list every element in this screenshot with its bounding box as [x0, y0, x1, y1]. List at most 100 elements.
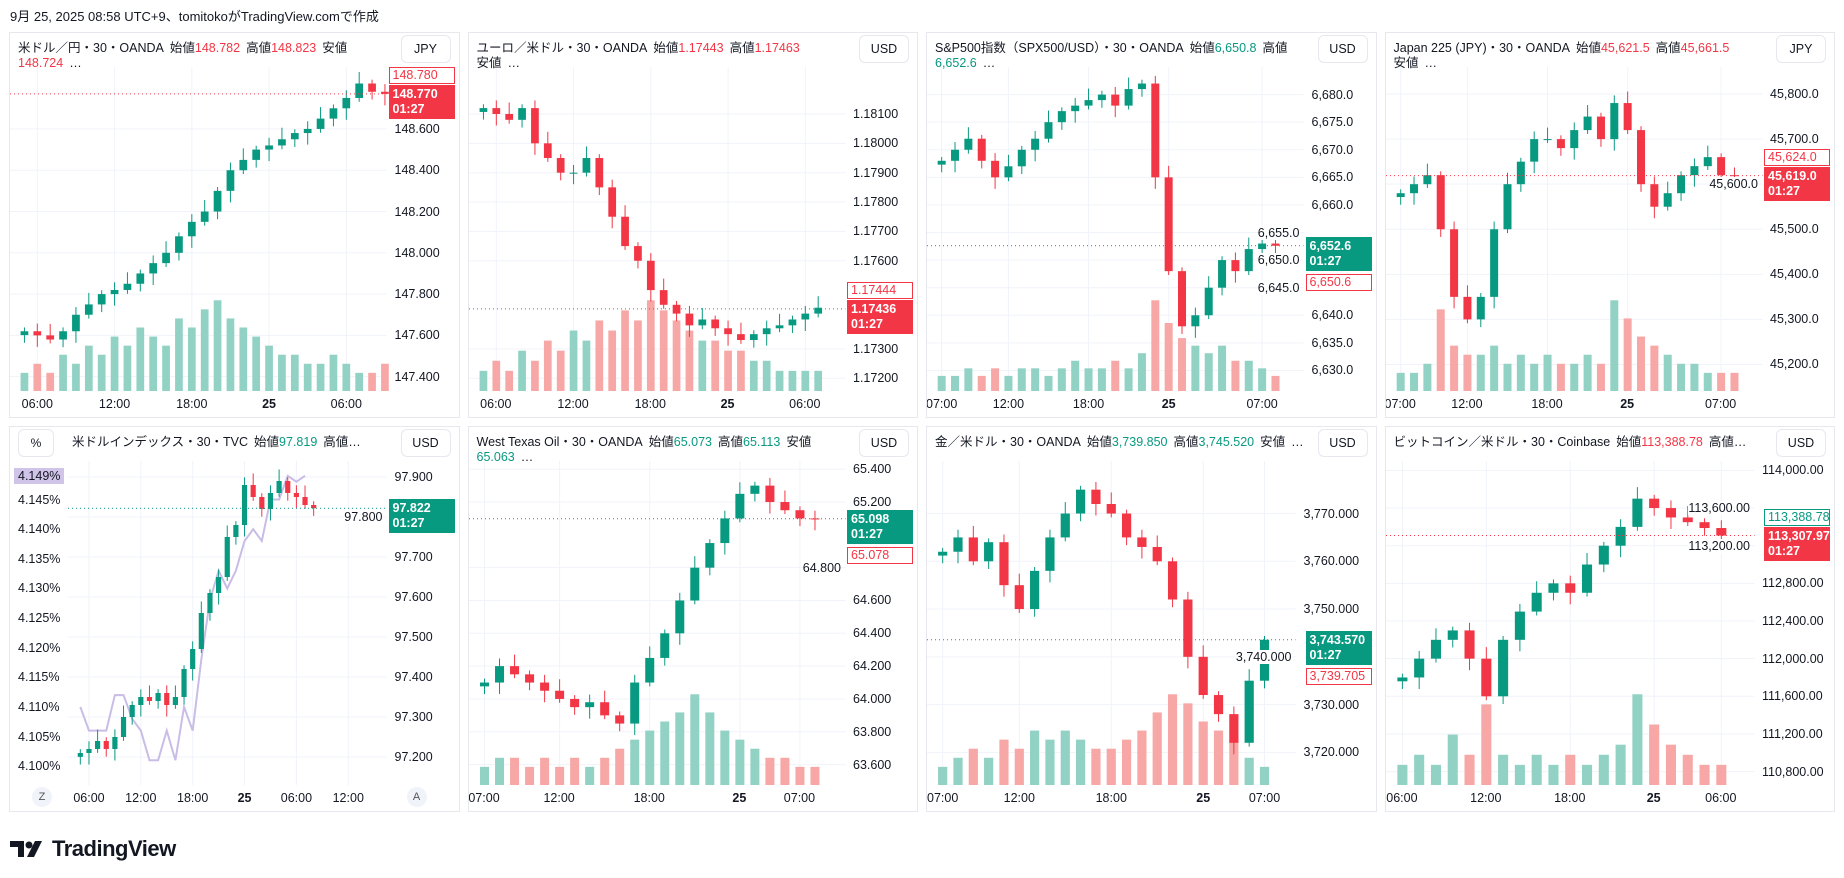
candle [556, 158, 565, 173]
chart-panel[interactable]: 金／米ドル・30・OANDA 始値3,739.850 高値3,745.520 安値 … U… [926, 426, 1377, 812]
x-tick-label: 07:00 [926, 397, 958, 411]
candle [672, 304, 680, 314]
candle [1715, 528, 1726, 536]
volume-bar [1396, 764, 1407, 785]
y-tick-label: 97.200 [394, 750, 433, 764]
candle [1529, 139, 1538, 162]
symbol-legend[interactable]: Japan 225 (JPY)・30・OANDA 始値45,621.5 高値45,6… [1394, 41, 1767, 71]
y-tick-label: 114,000.00 [1762, 463, 1824, 478]
volume-bar [633, 320, 642, 391]
last-price: 65.098 [851, 511, 890, 526]
price-chart[interactable] [1385, 427, 1836, 812]
symbol-legend[interactable]: 米ドル／円・30・OANDA 始値148.782 高値148.823 安値 148.72… [18, 41, 391, 71]
symbol-title: 金／米ドル・30・OANDA [935, 435, 1081, 449]
currency-button[interactable]: USD [859, 35, 909, 63]
y-tick-label: 6,630.0 [1311, 363, 1354, 378]
price-chart[interactable] [468, 427, 919, 812]
candle [1031, 138, 1040, 150]
volume-bar [968, 748, 978, 785]
currency-button[interactable]: USD [1317, 429, 1368, 457]
candle [1436, 175, 1445, 230]
volume-bar [1124, 368, 1133, 391]
axis-button-z[interactable]: Z [32, 787, 52, 807]
chart-panel[interactable]: 米ドルインデックス・30・TVC 始値97.819 高値… USD% 97.900 97.… [9, 426, 460, 812]
chart-panel[interactable]: ビットコイン／米ドル・30・Coinbase 始値113,388.78 高値… USD… [1384, 426, 1836, 812]
candle [175, 236, 183, 253]
candle [155, 693, 161, 701]
candle [303, 128, 312, 134]
y-tick-label: 6,640.0 [1311, 308, 1354, 323]
volume-bar [1213, 730, 1224, 785]
candle [1106, 503, 1116, 514]
x-tick-label: 18:00 [634, 397, 666, 411]
y-tick-label: 147.600 [394, 328, 440, 343]
high-value: 65.113 [743, 435, 781, 449]
legend-ellipsis: … [507, 56, 521, 70]
volume-bar [1497, 754, 1508, 785]
volume-bar [984, 757, 994, 785]
candle [213, 190, 222, 212]
chart-panel[interactable]: West Texas Oil・30・OANDA 始値65.073 高値65.113 安… [467, 426, 919, 812]
price-chart[interactable] [10, 427, 460, 812]
left-y-tick-label: 4.120% [18, 640, 61, 655]
symbol-legend[interactable]: S&P500指数（SPX500/USD）・30・OANDA 始値6,650.8 高値… [935, 41, 1308, 71]
currency-button[interactable]: USD [1776, 429, 1826, 457]
y-tick-label: 112,800.00 [1762, 576, 1824, 591]
symbol-legend[interactable]: ユーロ／米ドル・30・OANDA 始値1.17443 高値1.17463安値… [477, 41, 850, 71]
open-label: 始値 [1575, 41, 1601, 55]
candle [794, 510, 804, 519]
axis-button-a[interactable]: A [406, 787, 427, 807]
currency-button[interactable]: JPY [1776, 35, 1826, 63]
volume-bar [1004, 375, 1013, 391]
symbol-legend[interactable]: ビットコイン／米ドル・30・Coinbase 始値113,388.78 高値… [1394, 435, 1767, 450]
volume-bar [1111, 360, 1120, 391]
chart-panel[interactable]: 米ドル／円・30・OANDA 始値148.782 高値148.823 安値 148.72… [9, 32, 460, 418]
chart-panel[interactable]: Japan 225 (JPY)・30・OANDA 始値45,621.5 高値45,6… [1384, 32, 1836, 418]
candle [33, 331, 42, 336]
volume-bar [1218, 345, 1227, 391]
volume-bar [736, 350, 745, 391]
volume-bar [1106, 748, 1116, 785]
candle [110, 289, 119, 295]
volume-bar [524, 766, 534, 785]
candle [1497, 639, 1508, 697]
chart-panel[interactable]: S&P500指数（SPX500/USD）・30・OANDA 始値6,650.8 高値… [926, 32, 1377, 418]
percent-scale-button[interactable]: % [18, 429, 54, 457]
price-chart[interactable] [468, 33, 919, 418]
y-tick-label: 148.400 [394, 163, 440, 178]
legend-ellipsis: … [69, 56, 82, 70]
symbol-legend[interactable]: 金／米ドル・30・OANDA 始値3,739.850 高値3,745.520 安値… [935, 435, 1308, 450]
currency-button[interactable]: USD [400, 429, 451, 457]
price-chart[interactable] [1385, 33, 1836, 418]
y-tick-label: 97.700 [394, 550, 433, 564]
x-tick-label: 25 [1646, 791, 1661, 805]
prev-close-tag: 3,739.705 [1305, 667, 1372, 685]
symbol-legend[interactable]: 米ドルインデックス・30・TVC 始値97.819 高値… [72, 435, 391, 450]
volume-bar [704, 712, 714, 785]
x-tick-label: 18:00 [633, 791, 665, 805]
volume-bar [556, 350, 565, 391]
x-tick-label: 06:00 [73, 791, 105, 805]
candle [1531, 592, 1542, 612]
candle [146, 697, 153, 701]
candle [697, 319, 706, 326]
price-chart[interactable] [927, 427, 1377, 812]
volume-bar [1564, 754, 1575, 785]
volume-bar [1167, 694, 1178, 785]
x-tick-label: 25 [1620, 397, 1635, 411]
symbol-legend[interactable]: West Texas Oil・30・OANDA 始値65.073 高値65.113 安… [477, 435, 850, 465]
currency-button[interactable]: USD [859, 429, 909, 457]
y-tick-label: 3,750.000 [1303, 602, 1360, 617]
y-tick-label: 6,680.0 [1311, 87, 1354, 102]
price-chart[interactable] [10, 33, 460, 418]
y-tick-label: 1.17600 [853, 253, 899, 268]
currency-button[interactable]: USD [1317, 35, 1368, 63]
volume-bar [110, 336, 119, 391]
chart-panel[interactable]: ユーロ／米ドル・30・OANDA 始値1.17443 高値1.17463 安値 … USD… [467, 32, 919, 418]
volume-bar [685, 330, 693, 391]
price-chart[interactable] [927, 33, 1377, 418]
currency-button[interactable]: JPY [400, 35, 451, 63]
candle [569, 172, 577, 174]
volume-bar [937, 375, 946, 391]
volume-bar [84, 345, 93, 391]
